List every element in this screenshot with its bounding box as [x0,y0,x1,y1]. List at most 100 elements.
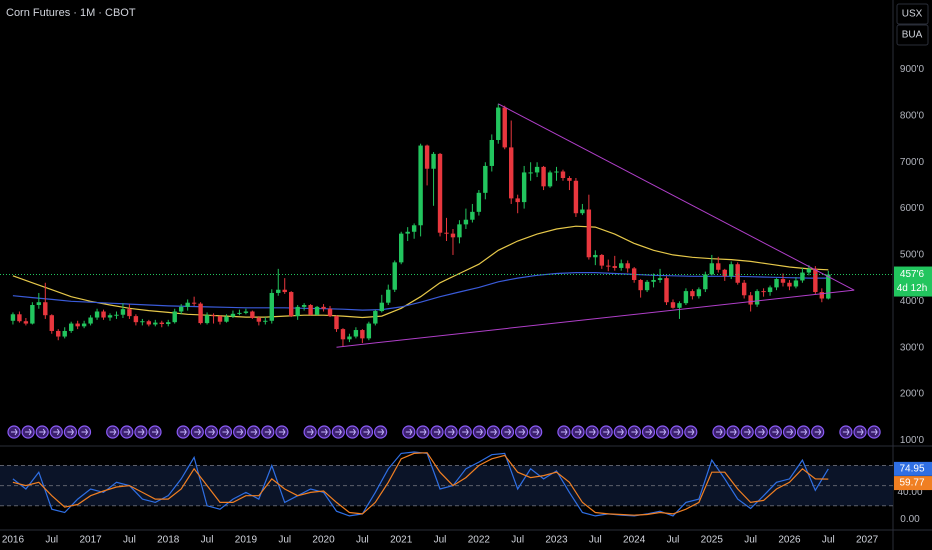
candle-body [567,178,572,181]
candle-body [94,311,100,318]
event-icon-glyph [786,428,794,436]
candle-body [178,306,184,312]
candle-body [754,291,760,305]
candle-body [735,264,740,283]
candle-body [250,311,255,318]
candle-body [690,291,695,297]
candle-body [43,302,48,316]
event-icon-glyph [772,428,780,436]
candle-body [470,211,475,220]
candle-body [282,289,287,293]
candle-body [496,107,501,140]
y-tick-label: 400'0 [900,296,925,307]
candle-body [515,198,520,203]
event-icon-glyph [236,428,244,436]
candle-body [722,269,727,277]
candle-body [133,316,139,323]
event-icon-glyph [589,428,596,436]
indicator-line [12,452,829,516]
candle-body [631,268,637,280]
event-icon-glyph [349,428,357,436]
indicator-tick-label: 40.00 [897,487,922,498]
candle-body [780,279,786,283]
scale-button-label[interactable]: USX [902,9,923,20]
candle-body [664,278,669,303]
event-icon-glyph [617,428,624,436]
candle-body [230,313,236,317]
candle-body [23,321,29,324]
event-icon-glyph [377,428,385,436]
x-tick-label: 2018 [157,535,180,546]
candle-body [360,330,365,339]
event-icon-glyph [11,428,18,436]
scale-button[interactable] [896,24,929,46]
event-icon-glyph [687,428,695,436]
candle-body [301,305,307,307]
candle-body [256,317,262,322]
scale-button[interactable] [896,3,929,25]
event-icon-glyph [462,428,469,436]
candle-body [288,292,294,317]
x-tick-label: Jul [822,535,835,546]
candle-body [101,311,106,318]
candle-body [243,311,249,313]
candle-body [88,317,93,324]
candle-body [534,166,540,173]
candle-body [211,315,216,317]
event-icon-glyph [842,428,850,436]
trendline [498,103,855,291]
candle-body [263,320,268,322]
y-tick-label: 300'0 [900,342,925,353]
candle-body [159,322,164,325]
candle-body [696,289,702,297]
candle-body [347,336,352,340]
moving-average [12,225,829,319]
candle-body [405,231,410,234]
x-tick-label: 2022 [468,535,491,546]
indicator-value-badge [894,476,932,491]
x-tick-label: 2023 [545,535,568,546]
candle-body [75,323,80,327]
event-icon-glyph [504,428,512,436]
moving-average [12,272,829,311]
candle-body [269,292,274,321]
candle-body [826,274,831,299]
candle-body [62,330,67,337]
event-icon-glyph [857,428,864,436]
event-icon-glyph [716,428,723,436]
candle-body [774,279,779,288]
candle-body [541,166,546,187]
event-icon-glyph [208,428,216,436]
candle-body [386,289,391,303]
countdown-label: 4d 12h [897,283,928,294]
candle-body [237,312,242,314]
candle-body [334,316,339,330]
event-icon-glyph [730,428,737,436]
candle-body [30,305,35,324]
candle-body [68,323,74,331]
candle-body [489,139,494,166]
event-icon-glyph [307,428,314,436]
scale-button-label[interactable]: BUA [902,30,923,41]
event-icon-glyph [871,428,878,436]
candle-body [392,262,397,290]
candle-body [437,153,443,233]
event-icon-glyph [800,428,808,436]
x-tick-label: Jul [511,535,524,546]
indicator-value-badge [894,461,932,476]
candle-body [399,233,404,263]
y-tick-label: 600'0 [900,203,925,214]
candle-body [787,282,792,287]
candle-body [127,309,132,317]
candle-body [606,265,611,267]
x-tick-label: Jul [201,535,214,546]
candle-body [431,153,436,169]
event-icon-glyph [39,428,46,436]
candle-body [670,302,676,308]
event-icon-glyph [335,428,342,436]
trendline [336,289,855,348]
candle-body [729,264,734,277]
event-icon-glyph [363,428,371,436]
indicator-tick-label: 0.00 [900,514,920,525]
